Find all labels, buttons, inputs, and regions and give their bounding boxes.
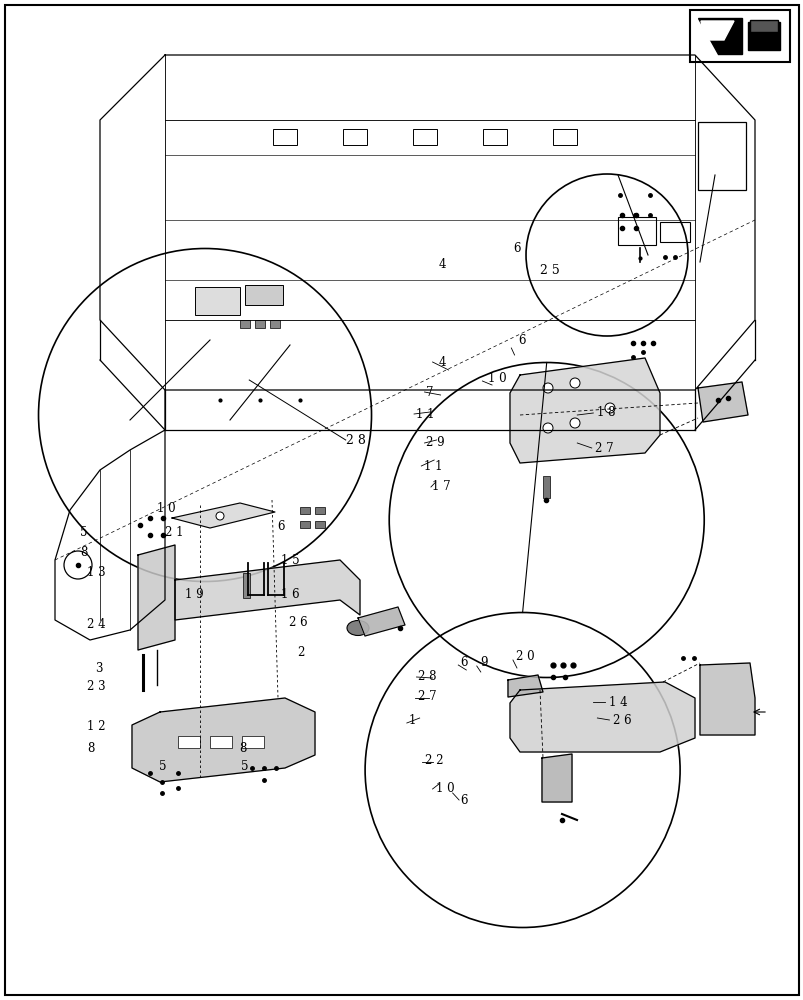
Text: 1 0: 1 0: [435, 782, 454, 795]
Text: 5: 5: [159, 760, 166, 772]
Text: 1 6: 1 6: [281, 587, 300, 600]
Text: 1 1: 1 1: [416, 408, 434, 420]
Text: 9: 9: [479, 656, 487, 670]
Bar: [552, 129, 577, 145]
Polygon shape: [132, 698, 315, 782]
Polygon shape: [172, 503, 275, 528]
Bar: [245, 285, 283, 305]
Text: 2 0: 2 0: [516, 650, 534, 664]
Polygon shape: [357, 607, 405, 636]
Ellipse shape: [347, 620, 369, 636]
Text: 8: 8: [87, 741, 94, 754]
Text: 6: 6: [277, 520, 284, 534]
Bar: [689, 10, 789, 62]
Text: 2 2: 2 2: [424, 754, 442, 766]
Text: 2: 2: [297, 646, 304, 658]
Text: 1 9: 1 9: [185, 587, 203, 600]
Bar: [315, 507, 324, 514]
Text: 6: 6: [518, 334, 525, 347]
Text: 1 7: 1 7: [431, 481, 450, 493]
Text: 2 5: 2 5: [540, 263, 560, 276]
Text: 2 3: 2 3: [87, 680, 105, 692]
Circle shape: [604, 403, 614, 413]
Text: 1 0: 1 0: [487, 371, 506, 384]
Text: 2 7: 2 7: [594, 442, 613, 454]
Bar: [243, 573, 250, 598]
Polygon shape: [541, 754, 571, 802]
Text: 6: 6: [459, 656, 467, 670]
Circle shape: [569, 418, 579, 428]
Polygon shape: [138, 545, 175, 650]
Circle shape: [542, 383, 552, 393]
Polygon shape: [509, 358, 659, 463]
Bar: [483, 129, 507, 145]
Text: 1 5: 1 5: [281, 554, 300, 568]
Bar: [618, 217, 655, 245]
Text: 2 1: 2 1: [165, 526, 183, 538]
Text: 1: 1: [408, 714, 415, 727]
Bar: [242, 736, 263, 748]
Polygon shape: [697, 382, 747, 422]
Text: 6: 6: [512, 241, 520, 254]
Polygon shape: [697, 18, 741, 54]
Bar: [300, 521, 310, 528]
Text: 6: 6: [460, 793, 467, 806]
Bar: [749, 20, 777, 32]
Text: 1 8: 1 8: [596, 406, 614, 420]
Text: 2 6: 2 6: [612, 713, 630, 726]
Polygon shape: [700, 21, 733, 40]
Text: 2 9: 2 9: [426, 436, 444, 450]
Text: 5: 5: [80, 526, 88, 540]
Text: 2 7: 2 7: [418, 690, 436, 702]
Bar: [270, 320, 279, 328]
Text: 5: 5: [241, 760, 248, 772]
Polygon shape: [699, 663, 754, 735]
Text: 1 3: 1 3: [87, 566, 105, 578]
Circle shape: [569, 378, 579, 388]
Text: 4: 4: [438, 258, 445, 271]
Bar: [177, 736, 200, 748]
Bar: [413, 129, 437, 145]
Bar: [210, 736, 232, 748]
Text: 1 0: 1 0: [157, 502, 175, 514]
Text: 2 8: 2 8: [345, 434, 365, 446]
Bar: [255, 320, 265, 328]
Circle shape: [216, 512, 224, 520]
Bar: [343, 129, 366, 145]
Polygon shape: [509, 682, 694, 752]
Text: 2 8: 2 8: [418, 670, 436, 684]
Bar: [300, 507, 310, 514]
Bar: [315, 521, 324, 528]
Text: 7: 7: [426, 385, 433, 398]
Text: 8: 8: [239, 741, 247, 754]
Polygon shape: [175, 560, 360, 620]
Text: 1 2: 1 2: [87, 720, 105, 733]
Bar: [542, 476, 549, 498]
Text: 2 6: 2 6: [289, 616, 308, 630]
Text: 3: 3: [95, 662, 102, 674]
Bar: [697, 122, 745, 190]
Text: 1 1: 1 1: [423, 460, 442, 473]
Text: 8: 8: [80, 546, 88, 560]
Bar: [747, 22, 779, 50]
Polygon shape: [507, 675, 542, 697]
Text: 1 4: 1 4: [608, 696, 626, 708]
Text: 4: 4: [438, 356, 445, 368]
Text: 2 4: 2 4: [87, 618, 105, 632]
Bar: [273, 129, 296, 145]
Bar: [240, 320, 250, 328]
Bar: [659, 222, 689, 242]
Bar: [195, 287, 240, 315]
Circle shape: [542, 423, 552, 433]
